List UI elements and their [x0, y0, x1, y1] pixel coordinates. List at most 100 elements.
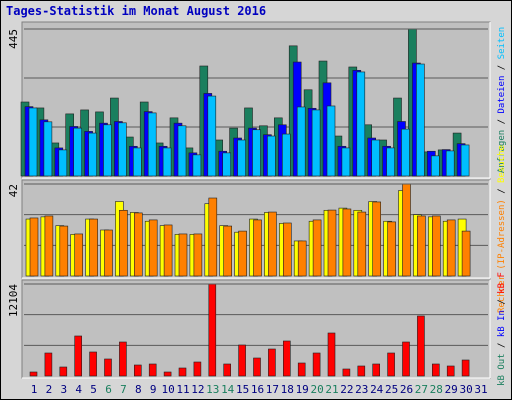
bar [74, 233, 83, 277]
bar [192, 154, 202, 177]
bar [163, 371, 172, 377]
legend-entry: Besuche [497, 145, 507, 183]
bar [281, 133, 291, 177]
bar [147, 112, 157, 177]
bar [238, 230, 247, 277]
bar [371, 139, 381, 177]
x-tick-label: 4 [75, 383, 82, 396]
x-tick-label: 18 [281, 383, 294, 396]
bar [104, 358, 112, 377]
bar [162, 147, 172, 177]
bar [59, 366, 68, 377]
bar [341, 147, 351, 177]
bar [326, 105, 336, 177]
x-tick-label: 20 [310, 383, 323, 396]
bar [104, 229, 113, 277]
bar [268, 211, 277, 277]
x-tick-label: 21 [325, 383, 338, 396]
x-tick-label: 1 [31, 383, 38, 396]
bar [59, 225, 69, 277]
bar [431, 215, 441, 277]
bar [327, 209, 337, 277]
bar [177, 125, 187, 177]
x-tick-label: 31 [474, 383, 487, 396]
bar [119, 209, 128, 277]
x-tick-label: 12 [191, 383, 204, 396]
bar [252, 129, 261, 177]
x-tick-label: 6 [105, 383, 112, 396]
bar [44, 215, 54, 277]
bar [29, 371, 38, 377]
bar [29, 217, 39, 277]
x-tick-label: 22 [340, 383, 353, 396]
bar [445, 150, 455, 177]
bar [311, 109, 321, 177]
bar [342, 208, 352, 277]
x-tick-label: 19 [296, 383, 309, 396]
bar [133, 147, 142, 177]
x-tick-label: 8 [135, 383, 142, 396]
bar [342, 368, 351, 377]
legend-separator: / [497, 183, 507, 199]
bar [237, 139, 246, 177]
bar [148, 363, 157, 377]
x-tick-label: 9 [150, 383, 157, 396]
bar [357, 211, 367, 277]
bar [461, 359, 470, 377]
x-tick-label: 23 [355, 383, 368, 396]
bar [28, 107, 38, 177]
bar [431, 363, 440, 377]
bar [297, 362, 306, 377]
bar [223, 225, 232, 277]
bar [312, 352, 321, 377]
bar [446, 219, 456, 277]
x-tick-label: 15 [236, 383, 249, 396]
x-tick-label: 13 [206, 383, 219, 396]
y-tick-label: 445 [7, 29, 20, 49]
bar [163, 224, 173, 277]
bar [74, 335, 82, 377]
bar [44, 352, 53, 377]
x-tick-label: 10 [161, 383, 174, 396]
bar [134, 212, 143, 277]
legend-separator: / [497, 59, 507, 75]
y-tick-label: 12104 [7, 284, 20, 317]
bar [148, 219, 158, 277]
legend-separator: / [497, 294, 507, 310]
bar [119, 341, 127, 377]
bar [386, 147, 395, 177]
x-tick-label: 5 [90, 383, 97, 396]
bar [222, 152, 231, 177]
x-tick-label: 3 [60, 383, 67, 396]
x-tick-label: 16 [251, 383, 264, 396]
x-tick-label: 27 [415, 383, 428, 396]
x-tick-label: 26 [400, 383, 413, 396]
bar [446, 365, 455, 377]
x-tick-label: 29 [445, 383, 458, 396]
bar [208, 283, 217, 377]
bar [357, 365, 366, 377]
bar [430, 155, 440, 177]
bar [416, 63, 425, 177]
x-tick-label: 2 [46, 383, 53, 396]
bar [460, 144, 470, 177]
bar [372, 201, 382, 277]
bar [223, 363, 231, 377]
bar [253, 357, 261, 377]
bar [417, 315, 425, 377]
bar [296, 106, 306, 177]
bar [387, 221, 396, 277]
series-label: Rechner (IP-Adressen) / Besuche [497, 145, 507, 313]
bar [207, 95, 217, 177]
bar [134, 364, 142, 377]
bar [43, 121, 53, 177]
bar [297, 240, 307, 277]
bar [327, 332, 336, 377]
bar [461, 230, 471, 277]
bar [282, 340, 291, 377]
bar [193, 233, 203, 277]
x-tick-label: 30 [459, 383, 472, 396]
series-label: Anfragen / Dateien / Seiten [497, 27, 507, 173]
bar [178, 367, 187, 377]
